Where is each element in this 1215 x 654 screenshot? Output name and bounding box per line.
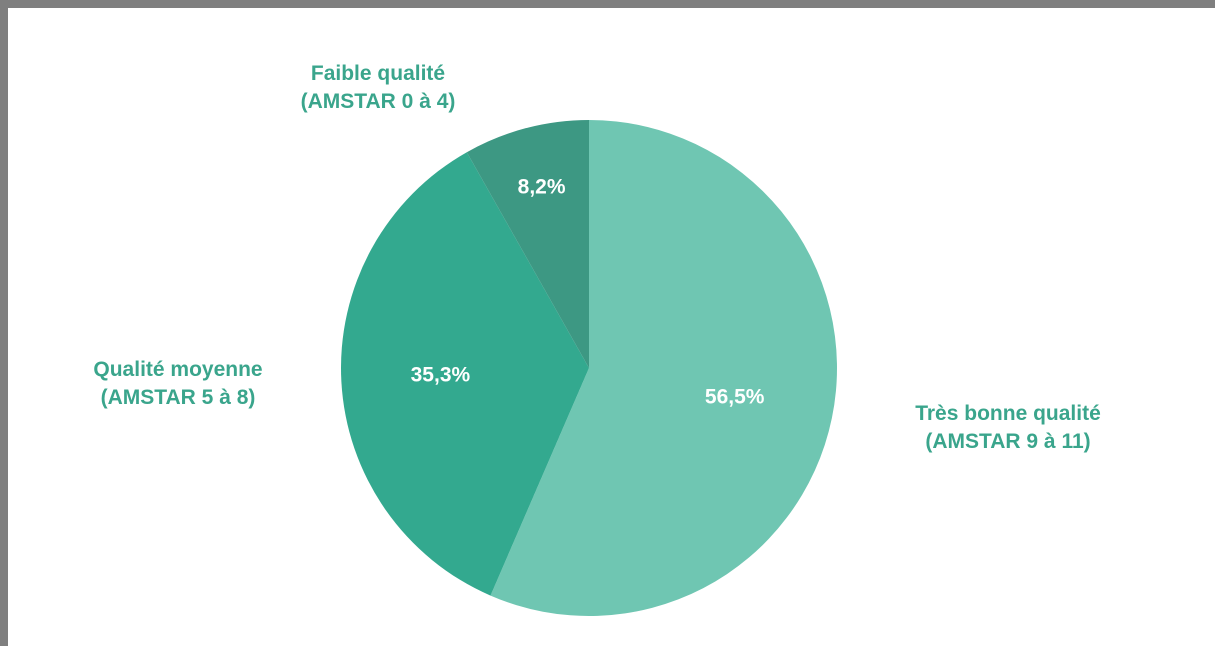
pie-slice-qualite-moyenne (341, 152, 589, 596)
slice-label-line1: Qualité moyenne (93, 358, 263, 381)
pie-value-label-tres-bonne-qualite: 56,5% (705, 386, 765, 409)
slice-label-line2: (AMSTAR 9 à 11) (925, 430, 1091, 453)
pie-value-label-qualite-moyenne: 35,3% (411, 363, 471, 386)
pie-slice-faible-qualite (466, 120, 589, 368)
pie-value-label-faible-qualite: 8,2% (518, 176, 566, 199)
slice-label-qualite-moyenne: Qualité moyenne (AMSTAR 5 à 8) (38, 356, 318, 412)
pie-slice-tres-bonne-qualite (490, 120, 838, 617)
slice-label-line1: Très bonne qualité (915, 402, 1101, 425)
slice-label-line1: Faible qualité (310, 62, 446, 85)
slice-label-line2: (AMSTAR 0 à 4) (300, 90, 456, 113)
slice-label-faible-qualite: Faible qualité (AMSTAR 0 à 4) (233, 60, 523, 116)
slice-label-tres-bonne-qualite: Très bonne qualité (AMSTAR 9 à 11) (858, 400, 1158, 456)
slice-label-line2: (AMSTAR 5 à 8) (100, 386, 256, 409)
pie-chart: 56,5% 35,3% 8,2% (341, 120, 838, 617)
